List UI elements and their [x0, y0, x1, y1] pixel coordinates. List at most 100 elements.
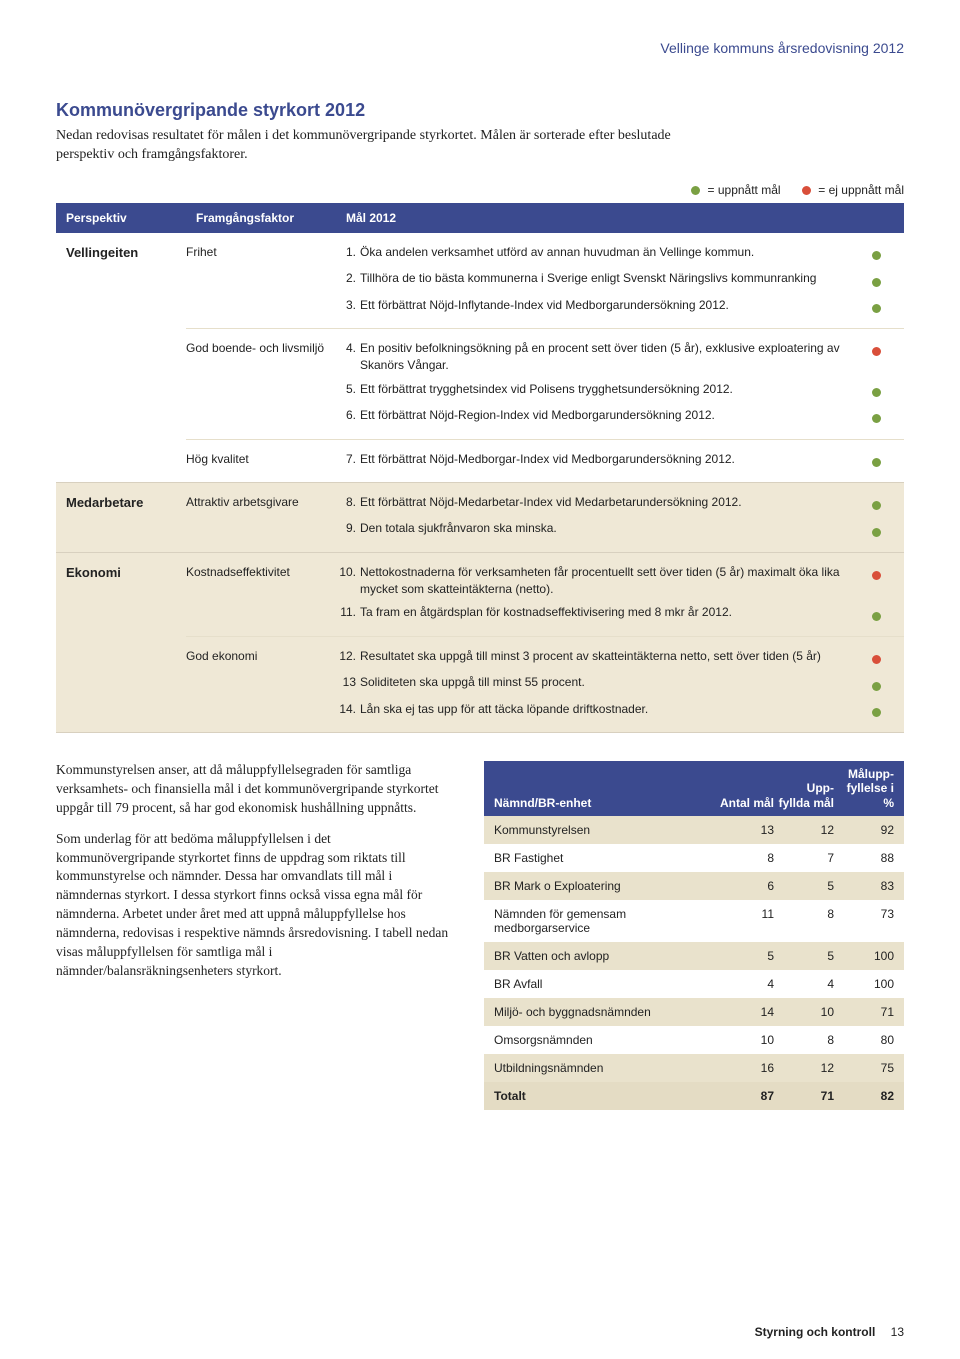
goal-row: 4.En positiv befolkningsökning på en pro…	[336, 337, 904, 378]
goal-number: 9.	[336, 520, 360, 537]
result-cell: Omsorgsnämnden	[494, 1033, 714, 1047]
result-cell: 4	[774, 977, 834, 991]
rt-head-antal: Antal mål	[714, 796, 774, 810]
goal-status-dot	[872, 407, 894, 427]
goal-number: 12.	[336, 648, 360, 665]
page-footer: Styrning och kontroll 13	[755, 1325, 904, 1339]
goal-text: Den totala sjukfrånvaron ska minska.	[360, 520, 872, 537]
rt-total-label: Totalt	[494, 1089, 714, 1103]
goal-row: 1.Öka andelen verksamhet utförd av annan…	[336, 241, 904, 267]
dot-achieved-icon	[872, 458, 881, 467]
rt-total-uppfyllda: 71	[774, 1089, 834, 1103]
goal-text: Nettokostnaderna för verksamheten får pr…	[360, 564, 872, 599]
dot-achieved-icon	[872, 414, 881, 423]
factor-block: God ekonomi12.Resultatet ska uppgå till …	[186, 637, 904, 732]
result-table: Nämnd/BR-enhet Antal mål Upp- fyllda mål…	[484, 761, 904, 1110]
goal-status-dot	[872, 244, 894, 264]
result-cell: 4	[714, 977, 774, 991]
result-cell: BR Mark o Exploatering	[494, 879, 714, 893]
goal-row: 11.Ta fram en åtgärdsplan för kostnadsef…	[336, 601, 904, 627]
perspektiv-label: Ekonomi	[56, 553, 186, 732]
goal-text: En positiv befolkningsökning på en proce…	[360, 340, 872, 375]
goal-status-dot	[872, 701, 894, 721]
goal-text: Lån ska ej tas upp för att täcka löpande…	[360, 701, 872, 718]
goal-row: 14.Lån ska ej tas upp för att täcka löpa…	[336, 698, 904, 724]
goal-status-dot	[872, 451, 894, 471]
result-cell: 5	[774, 879, 834, 893]
goal-status-dot	[872, 604, 894, 624]
goal-text: Öka andelen verksamhet utförd av annan h…	[360, 244, 872, 261]
result-cell: BR Fastighet	[494, 851, 714, 865]
goal-status-dot	[872, 648, 894, 668]
factor-label: Frihet	[186, 233, 336, 328]
legend-achieved-label: = uppnått mål	[708, 183, 781, 197]
result-cell: 73	[834, 907, 894, 935]
result-cell: 8	[774, 907, 834, 935]
result-table-row: Nämnden för gemensam medborgarservice118…	[484, 900, 904, 942]
rt-head-namnd: Nämnd/BR-enhet	[494, 796, 714, 810]
dot-achieved-icon	[872, 388, 881, 397]
goal-status-dot	[872, 270, 894, 290]
goal-row: 3.Ett förbättrat Nöjd-Inflytande-Index v…	[336, 294, 904, 320]
body-paragraph-2: Som underlag för att bedöma måluppfyllel…	[56, 830, 452, 981]
result-table-row: Kommunstyrelsen131292	[484, 816, 904, 844]
goal-status-dot	[872, 297, 894, 317]
body-paragraph-1: Kommunstyrelsen anser, att då måluppfyll…	[56, 761, 452, 818]
factor-label: Hög kvalitet	[186, 440, 336, 482]
goal-status-dot	[872, 520, 894, 540]
result-cell: 80	[834, 1033, 894, 1047]
goal-row: 8.Ett förbättrat Nöjd-Medarbetar-Index v…	[336, 491, 904, 517]
goal-number: 2.	[336, 270, 360, 287]
factor-label: Attraktiv arbetsgivare	[186, 483, 336, 552]
th-mal: Mål 2012	[346, 211, 894, 225]
goal-section: EkonomiKostnadseffektivitet10.Nettokostn…	[56, 553, 904, 733]
dot-achieved-icon	[872, 612, 881, 621]
result-cell: 5	[714, 949, 774, 963]
result-cell: 71	[834, 1005, 894, 1019]
goals-table-body: VellingeitenFrihet1.Öka andelen verksamh…	[56, 233, 904, 733]
legend: = uppnått mål = ej uppnått mål	[56, 183, 904, 197]
goal-section: MedarbetareAttraktiv arbetsgivare8.Ett f…	[56, 483, 904, 553]
perspektiv-label: Medarbetare	[56, 483, 186, 552]
result-cell: 100	[834, 977, 894, 991]
dot-not-achieved-icon	[872, 571, 881, 580]
result-cell: 12	[774, 823, 834, 837]
goal-status-dot	[872, 674, 894, 694]
factor-block: God boende- och livsmiljö4.En positiv be…	[186, 329, 904, 440]
intro-paragraph: Nedan redovisas resultatet för målen i d…	[56, 127, 696, 165]
rt-head-uppfyllda: Upp- fyllda mål	[774, 781, 834, 810]
goal-row: 6.Ett förbättrat Nöjd-Region-Index vid M…	[336, 404, 904, 430]
section-title: Kommunövergripande styrkort 2012	[56, 100, 904, 121]
goal-text: Ta fram en åtgärdsplan för kostnadseffek…	[360, 604, 872, 621]
document-header: Vellinge kommuns årsredovisning 2012	[56, 40, 904, 56]
result-cell: 75	[834, 1061, 894, 1075]
goal-number: 5.	[336, 381, 360, 398]
result-cell: 16	[714, 1061, 774, 1075]
goal-row: 5.Ett förbättrat trygghetsindex vid Poli…	[336, 378, 904, 404]
result-table-row: Utbildningsnämnden161275	[484, 1054, 904, 1082]
goal-text: Ett förbättrat Nöjd-Medarbetar-Index vid…	[360, 494, 872, 511]
legend-not-achieved-label: = ej uppnått mål	[818, 183, 904, 197]
goal-number: 10.	[336, 564, 360, 581]
result-table-header: Nämnd/BR-enhet Antal mål Upp- fyllda mål…	[484, 761, 904, 816]
factor-block: Hög kvalitet7.Ett förbättrat Nöjd-Medbor…	[186, 440, 904, 482]
result-cell: 6	[714, 879, 774, 893]
result-cell: 83	[834, 879, 894, 893]
result-cell: 14	[714, 1005, 774, 1019]
goal-status-dot	[872, 381, 894, 401]
th-perspektiv: Perspektiv	[66, 211, 196, 225]
rt-total-procent: 82	[834, 1089, 894, 1103]
rt-head-procent: Målupp- fyllelse i %	[834, 767, 894, 810]
goal-text: Ett förbättrat trygghetsindex vid Polise…	[360, 381, 872, 398]
factor-label: God boende- och livsmiljö	[186, 329, 336, 439]
result-table-row: BR Mark o Exploatering6583	[484, 872, 904, 900]
goal-status-dot	[872, 494, 894, 514]
goal-number: 4.	[336, 340, 360, 357]
goal-row: 7.Ett förbättrat Nöjd-Medborgar-Index vi…	[336, 448, 904, 474]
result-cell: Kommunstyrelsen	[494, 823, 714, 837]
dot-achieved-icon	[872, 708, 881, 717]
factor-block: Frihet1.Öka andelen verksamhet utförd av…	[186, 233, 904, 329]
dot-not-achieved-icon	[802, 186, 811, 195]
goal-number: 6.	[336, 407, 360, 424]
goal-text: Ett förbättrat Nöjd-Region-Index vid Med…	[360, 407, 872, 424]
